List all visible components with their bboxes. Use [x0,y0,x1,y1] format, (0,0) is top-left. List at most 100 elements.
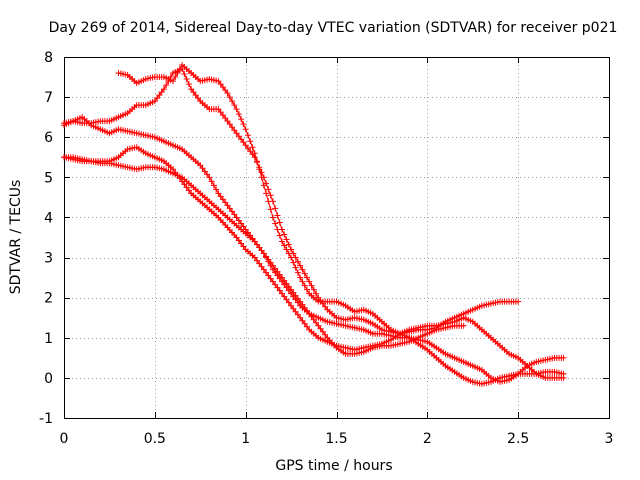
data-point-interp [283,280,290,287]
data-point-interp [226,205,233,212]
data-point-interp [276,271,283,278]
data-point-interp [272,205,279,212]
data-point-interp [249,151,256,158]
data-point-interp [313,319,320,326]
data-point-interp [274,284,281,291]
data-point-interp [192,92,199,99]
data-point-interp [285,283,292,290]
data-point-interp [292,264,299,271]
data-point [233,106,240,113]
data-point [160,86,167,93]
data-point-interp [231,211,238,218]
data-point-interp [317,297,324,304]
data-point-interp [301,282,308,289]
data-point [233,214,240,221]
data-point-interp [299,317,306,324]
data-point [306,310,313,317]
data-point-interp [238,240,245,247]
data-point-interp [283,236,290,243]
data-point-interp [240,121,247,128]
data-point [269,214,276,221]
data-point [288,302,295,309]
data-point-interp [272,220,279,227]
data-point-interp [254,159,261,166]
y-tick-label: 2 [44,291,53,307]
data-point-interp [238,220,245,227]
data-point-interp [185,187,192,194]
data-point [315,322,322,329]
data-point-interp [254,241,261,248]
x-tick-label: 0.5 [144,431,166,447]
x-tick-label: 1 [241,431,250,447]
series-4 [61,144,567,381]
data-point [297,274,304,281]
data-point-interp [294,295,301,302]
y-tick-label: -1 [39,411,53,427]
data-point [269,198,276,205]
data-point-interp [267,275,274,282]
x-tick-label: 2.5 [507,431,529,447]
data-point [197,162,204,169]
data-point-interp [247,138,254,145]
data-point [224,90,231,97]
data-point-interp [229,98,236,105]
x-axis-label: GPS time / hours [275,458,392,474]
data-point-interp [299,266,306,273]
data-point-interp [299,278,306,285]
data-point [288,286,295,293]
data-point-interp [272,265,279,272]
data-point [242,126,249,133]
data-point-interp [283,296,290,303]
data-point [260,174,267,181]
data-point-interp [226,121,233,128]
data-point-interp [183,76,190,83]
data-point-interp [256,260,263,267]
data-point [224,202,231,209]
data-point-interp [213,186,220,193]
data-point-interp [319,328,326,335]
data-point [297,314,304,321]
y-axis-label: SDTVAR / TECUs [8,180,24,295]
data-point [233,234,240,241]
data-point-interp [217,81,224,88]
data-point-interp [238,136,245,143]
data-point [242,142,249,149]
data-point-interp [229,124,236,131]
data-point-interp [290,289,297,296]
data-point-interp [301,320,308,327]
series-line [63,116,564,383]
data-point [251,254,258,261]
x-tick-label: 2 [423,431,432,447]
data-point [315,294,322,301]
series-5 [61,154,467,357]
grid-layer [64,57,609,418]
data-point-interp [183,184,190,191]
data-point-interp [290,305,297,312]
data-point-interp [319,300,326,307]
data-point-interp [265,272,272,279]
data-point-interp [219,196,226,203]
data-point [288,246,295,253]
data-point [251,154,258,161]
data-point-interp [308,282,315,289]
y-tick-label: 4 [44,210,53,226]
data-point [215,190,222,197]
data-point-interp [290,259,297,266]
data-point-interp [217,109,224,116]
data-point-interp [222,115,229,122]
data-point-interp [258,169,265,176]
data-point-interp [167,74,174,81]
data-point-interp [258,263,265,270]
data-point-interp [263,180,270,187]
data-point-interp [256,164,263,171]
data-point-interp [303,286,310,293]
data-point-interp [258,247,265,254]
data-point-interp [240,223,247,230]
data-point-interp [249,144,256,151]
data-point-interp [201,168,208,175]
data-point-interp [308,313,315,320]
data-point-interp [208,178,215,185]
data-point [233,130,240,137]
data-point-interp [199,165,206,172]
data-point [297,298,304,305]
